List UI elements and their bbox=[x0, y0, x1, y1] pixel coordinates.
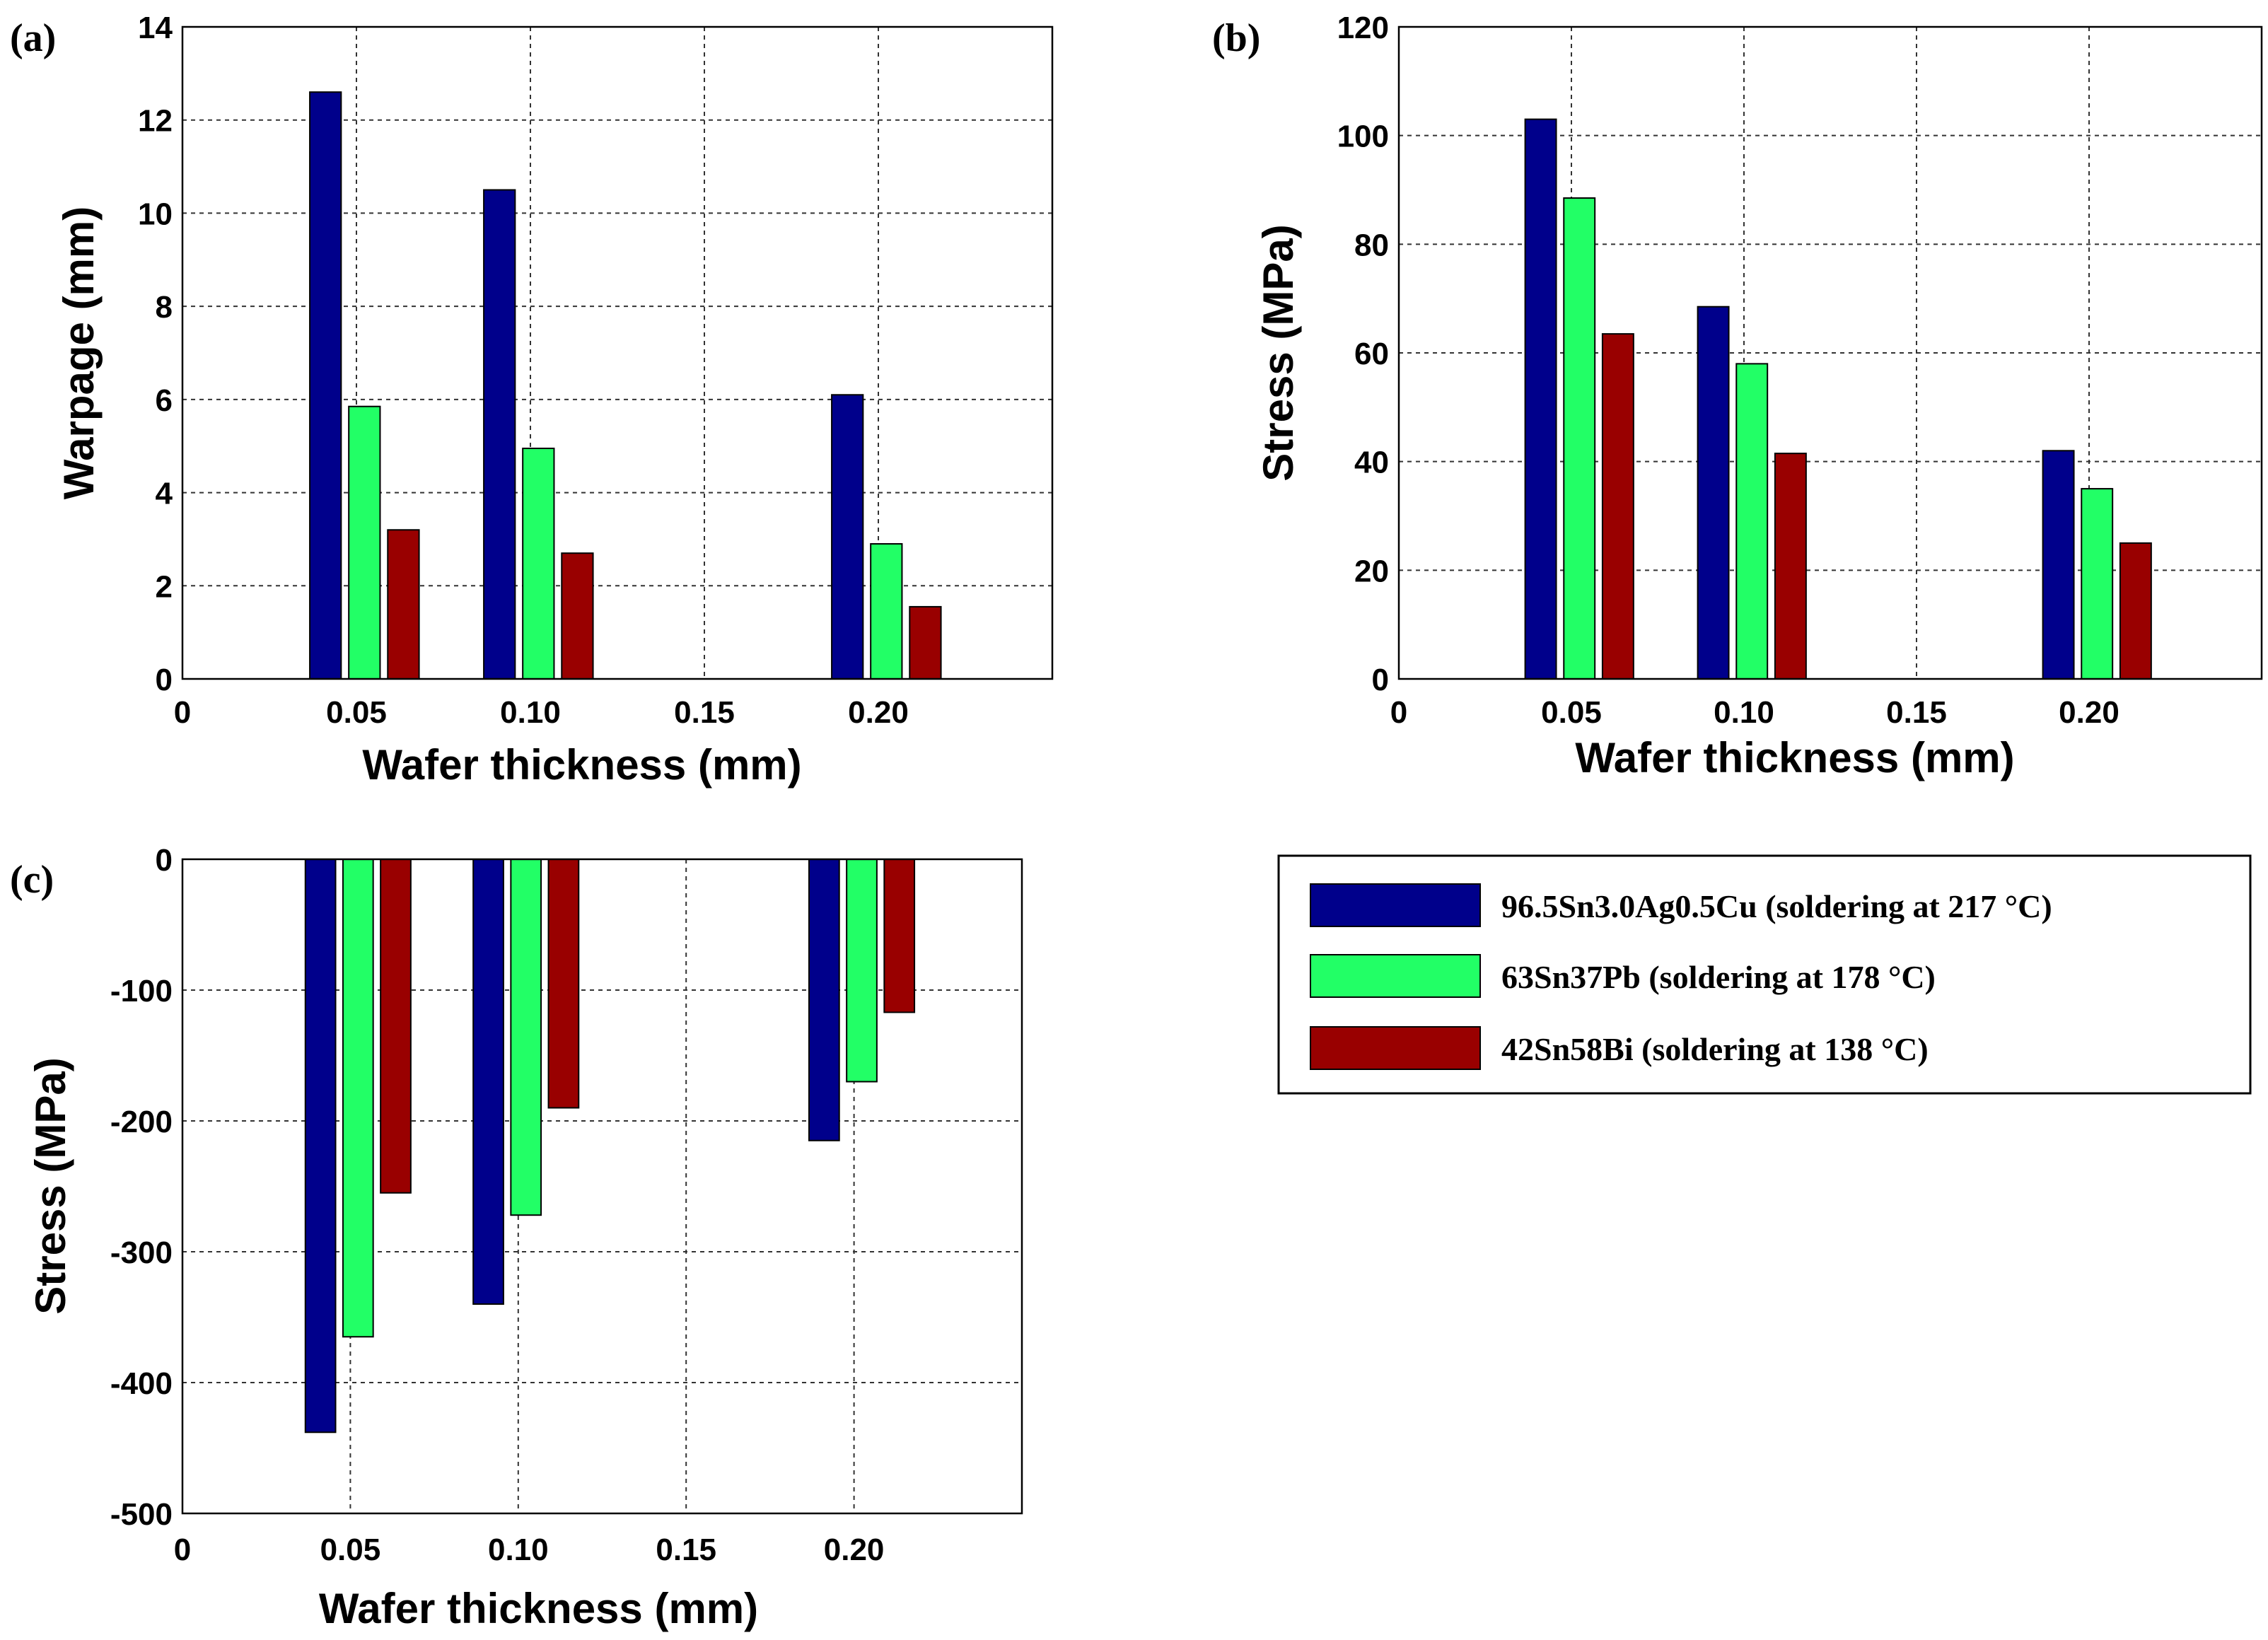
y-tick-label: 40 bbox=[1354, 446, 1389, 480]
x-tick-label: 0.15 bbox=[656, 1533, 716, 1567]
y-axis-label: Stress (MPa) bbox=[1255, 224, 1302, 481]
bar-snbi-0.10 bbox=[547, 859, 580, 1109]
bar-snbi-0.05 bbox=[1601, 333, 1634, 680]
plot-frame bbox=[1397, 25, 2263, 680]
y-axis-label: Warpage (mm) bbox=[55, 207, 103, 500]
legend-label-sac: 96.5Sn3.0Ag0.5Cu (soldering at 217 °C) bbox=[1501, 888, 2052, 924]
y-tick-label: 12 bbox=[138, 104, 173, 139]
x-tick-label: 0.05 bbox=[320, 1533, 381, 1567]
y-tick-label: 0 bbox=[1372, 663, 1389, 697]
bar-snpb-0.20 bbox=[2081, 488, 2114, 680]
bar-sac-0.10 bbox=[483, 189, 516, 680]
bar-sac-0.05 bbox=[309, 91, 342, 680]
plot-frame bbox=[181, 858, 1023, 1515]
bar-snbi-0.20 bbox=[909, 605, 942, 680]
bar-sac-0.20 bbox=[808, 859, 840, 1141]
y-tick-label: 120 bbox=[1337, 11, 1389, 45]
y-tick-label: -200 bbox=[110, 1105, 173, 1139]
bar-sac-0.10 bbox=[472, 859, 504, 1305]
bar-snpb-0.05 bbox=[348, 405, 381, 680]
panel-label: (c) bbox=[10, 858, 54, 902]
x-tick-label: 0.05 bbox=[326, 695, 387, 730]
bar-snbi-0.10 bbox=[561, 552, 594, 680]
legend: 96.5Sn3.0Ag0.5Cu (soldering at 217 °C) 6… bbox=[1277, 854, 2252, 1095]
bar-snpb-0.05 bbox=[1563, 197, 1596, 680]
bar-snbi-0.20 bbox=[883, 859, 916, 1013]
legend-swatch-sac bbox=[1310, 883, 1481, 927]
legend-label-snbi: 42Sn58Bi (soldering at 138 °C) bbox=[1501, 1031, 1929, 1067]
x-axis-label: Wafer thickness (mm) bbox=[1575, 734, 2014, 781]
bar-sac-0.05 bbox=[304, 859, 337, 1433]
panel-label: (b) bbox=[1212, 16, 1260, 60]
legend-swatch-snpb bbox=[1310, 954, 1481, 998]
x-tick-label: 0.15 bbox=[1886, 695, 1947, 730]
x-tick-label: 0.10 bbox=[500, 695, 561, 730]
y-tick-label: -400 bbox=[110, 1366, 173, 1401]
x-tick-label: 0.20 bbox=[2059, 695, 2119, 730]
bar-sac-0.05 bbox=[1524, 118, 1557, 680]
bar-sac-0.20 bbox=[2042, 450, 2075, 680]
x-tick-label: 0 bbox=[174, 695, 191, 730]
y-tick-label: 8 bbox=[156, 290, 173, 325]
x-axis-label: Wafer thickness (mm) bbox=[362, 741, 801, 789]
y-tick-label: 6 bbox=[156, 383, 173, 418]
bar-snbi-0.05 bbox=[380, 859, 412, 1194]
y-tick-label: -300 bbox=[110, 1235, 173, 1270]
x-axis-label: Wafer thickness (mm) bbox=[319, 1585, 758, 1632]
y-tick-label: 60 bbox=[1354, 337, 1389, 371]
y-tick-label: 0 bbox=[156, 843, 173, 878]
x-tick-label: 0.15 bbox=[674, 695, 735, 730]
bar-snpb-0.10 bbox=[1735, 363, 1769, 680]
bar-snbi-0.10 bbox=[1774, 453, 1807, 680]
y-tick-label: 0 bbox=[156, 663, 173, 697]
y-tick-label: 14 bbox=[138, 11, 173, 45]
x-tick-label: 0.20 bbox=[824, 1533, 885, 1567]
bar-snpb-0.10 bbox=[522, 448, 555, 680]
bar-snpb-0.20 bbox=[846, 859, 878, 1083]
x-tick-label: 0 bbox=[1390, 695, 1407, 730]
plot-frame bbox=[181, 25, 1054, 680]
x-tick-label: 0 bbox=[174, 1533, 191, 1567]
bar-snbi-0.20 bbox=[2119, 542, 2152, 680]
chart-a: 0 2 4 6 8 10 12 14 0 0.05 0.10 0.15 0.20 Wafer thickn… bbox=[10, 11, 1054, 789]
bar-snpb-0.10 bbox=[510, 859, 542, 1216]
x-tick-label: 0.10 bbox=[1714, 695, 1774, 730]
y-tick-label: 80 bbox=[1354, 228, 1389, 262]
y-axis-label: Stress (MPa) bbox=[27, 1057, 74, 1314]
y-tick-label: 100 bbox=[1337, 120, 1389, 154]
y-tick-label: 20 bbox=[1354, 554, 1389, 588]
bar-snbi-0.05 bbox=[387, 529, 420, 680]
y-tick-label: -500 bbox=[110, 1497, 173, 1532]
bar-snpb-0.20 bbox=[870, 543, 903, 680]
x-tick-label: 0.05 bbox=[1541, 695, 1602, 730]
x-tick-label: 0.10 bbox=[488, 1533, 549, 1567]
bar-sac-0.10 bbox=[1697, 306, 1730, 680]
y-tick-label: 10 bbox=[138, 197, 173, 231]
panel-label: (a) bbox=[10, 16, 56, 60]
y-tick-label: -100 bbox=[110, 974, 173, 1008]
bar-sac-0.20 bbox=[831, 394, 864, 680]
y-tick-label: 4 bbox=[156, 477, 173, 511]
y-tick-label: 2 bbox=[156, 569, 173, 604]
chart-b: 0 20 40 60 80 100 120 0 0.05 0.10 0.15 0.20 Wafer th… bbox=[1212, 11, 2263, 781]
legend-label-snpb: 63Sn37Pb (soldering at 178 °C) bbox=[1501, 959, 1936, 995]
bar-snpb-0.05 bbox=[342, 859, 374, 1338]
legend-swatch-snbi bbox=[1310, 1026, 1481, 1070]
x-tick-label: 0.20 bbox=[848, 695, 909, 730]
